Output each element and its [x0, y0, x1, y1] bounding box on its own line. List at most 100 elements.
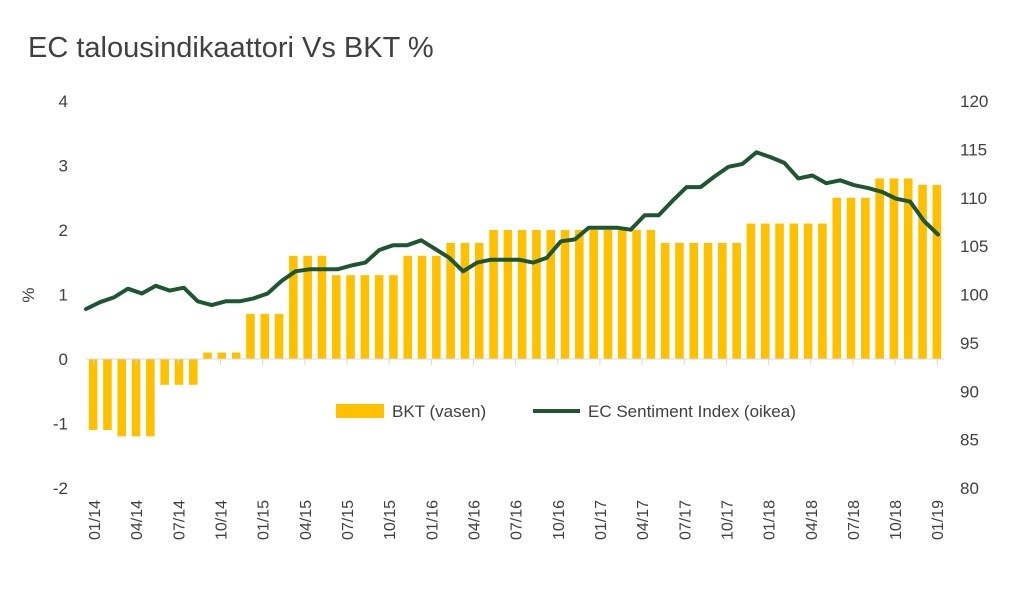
bkt-bar	[103, 359, 112, 430]
bkt-bar	[374, 275, 384, 359]
left-tick-label: 0	[59, 350, 68, 369]
x-tick-label: 07/17	[677, 500, 694, 540]
bkt-bar	[317, 255, 327, 359]
bkt-bar	[703, 242, 713, 359]
bkt-bar	[560, 230, 570, 359]
bkt-bar	[131, 359, 141, 437]
right-tick-label: 80	[960, 479, 979, 498]
bkt-bar	[160, 359, 169, 385]
legend: BKT (vasen) EC Sentiment Index (oikea)	[336, 402, 796, 421]
x-tick-label: 04/14	[129, 500, 146, 540]
bkt-bars	[88, 178, 942, 437]
left-axis-ticks: 4 3 2 1 0 -1 -2	[53, 92, 68, 498]
bkt-bar	[274, 313, 284, 359]
left-tick-label: 3	[59, 157, 68, 176]
bkt-bar	[203, 352, 212, 359]
x-tick-label: 01/18	[762, 500, 779, 540]
bkt-bar	[303, 255, 312, 359]
bkt-bar	[460, 242, 470, 359]
bkt-bar	[803, 223, 813, 359]
bkt-bar	[775, 223, 784, 359]
bkt-bar	[932, 184, 942, 359]
bkt-bar	[918, 184, 927, 359]
bkt-bar	[146, 359, 155, 437]
x-tick-label: 10/16	[551, 500, 568, 540]
x-tick-label: 10/17	[719, 500, 736, 540]
x-tick-label: 01/19	[930, 500, 947, 540]
bkt-bar	[474, 242, 484, 359]
bkt-bar	[646, 230, 656, 359]
x-tick-label: 04/15	[298, 500, 315, 540]
x-tick-label: 04/16	[466, 500, 483, 540]
bkt-bar	[575, 230, 584, 359]
x-tick-label: 04/18	[804, 500, 821, 540]
bkt-bar	[446, 242, 455, 359]
right-axis-ticks: 120 115 110 105 100 95 90 85 80	[960, 92, 988, 498]
bkt-bar	[231, 352, 241, 359]
bkt-bar	[517, 230, 527, 359]
bkt-bar	[875, 178, 884, 359]
ec-sentiment-line	[84, 150, 940, 311]
x-tick-label: 10/18	[888, 500, 905, 540]
bkt-bar	[589, 230, 598, 359]
x-tick-label: 07/16	[509, 500, 526, 540]
left-tick-label: 4	[59, 92, 68, 111]
bkt-bar	[403, 255, 413, 359]
bkt-bar	[889, 178, 899, 359]
legend-label-ec: EC Sentiment Index (oikea)	[588, 402, 796, 421]
right-tick-label: 120	[960, 92, 988, 111]
bkt-bar	[718, 242, 727, 359]
bkt-bar	[489, 230, 498, 359]
x-tick-label: 04/17	[635, 500, 652, 540]
left-tick-label: -2	[53, 479, 68, 498]
bkt-bar	[660, 242, 670, 359]
x-tick-label: 07/14	[171, 500, 188, 540]
right-tick-label: 95	[960, 334, 979, 353]
bkt-bar	[689, 242, 699, 359]
bkt-bar	[389, 275, 398, 359]
bkt-bar	[789, 223, 799, 359]
bkt-bar	[732, 242, 741, 359]
bkt-bar	[818, 223, 827, 359]
bkt-bar	[174, 359, 184, 385]
bkt-bar	[289, 255, 298, 359]
right-tick-label: 85	[960, 431, 979, 450]
bkt-bar	[603, 230, 613, 359]
legend-swatch-bkt	[336, 404, 384, 418]
chart-title: EC talousindikaattori Vs BKT %	[28, 32, 434, 64]
bkt-bar	[503, 230, 513, 359]
right-tick-label: 100	[960, 286, 988, 305]
x-tick-label: 01/17	[593, 500, 610, 540]
bkt-bar	[346, 275, 355, 359]
bkt-bar	[532, 230, 541, 359]
bkt-bar	[188, 359, 198, 385]
bkt-bar	[617, 230, 627, 359]
right-tick-label: 115	[960, 140, 987, 159]
bkt-bar	[832, 197, 842, 359]
left-axis-label: %	[19, 287, 38, 302]
x-axis-ticks: 01/14 04/14 07/14 10/14 01/15 04/15 07/15 10/15…	[87, 359, 947, 540]
left-tick-label: 1	[59, 286, 68, 305]
bkt-bar	[88, 359, 98, 430]
left-tick-label: 2	[59, 221, 68, 240]
bkt-bar	[217, 352, 227, 359]
bkt-bar	[260, 313, 270, 359]
bkt-bar	[846, 197, 856, 359]
bkt-bar	[760, 223, 770, 359]
x-tick-label: 01/14	[87, 500, 104, 540]
bkt-bar	[746, 223, 756, 359]
left-tick-label: -1	[53, 415, 68, 434]
legend-label-bkt: BKT (vasen)	[392, 402, 486, 421]
bkt-bar	[360, 275, 370, 359]
bkt-bar	[632, 230, 641, 359]
right-tick-label: 110	[960, 189, 987, 208]
bkt-bar	[861, 197, 870, 359]
x-tick-label: 01/15	[256, 500, 273, 540]
bkt-bar	[432, 255, 441, 359]
x-tick-label: 10/14	[213, 500, 230, 540]
bkt-bar	[117, 359, 127, 437]
x-tick-label: 07/18	[846, 500, 863, 540]
bkt-bar	[417, 255, 427, 359]
bkt-bar	[246, 313, 255, 359]
